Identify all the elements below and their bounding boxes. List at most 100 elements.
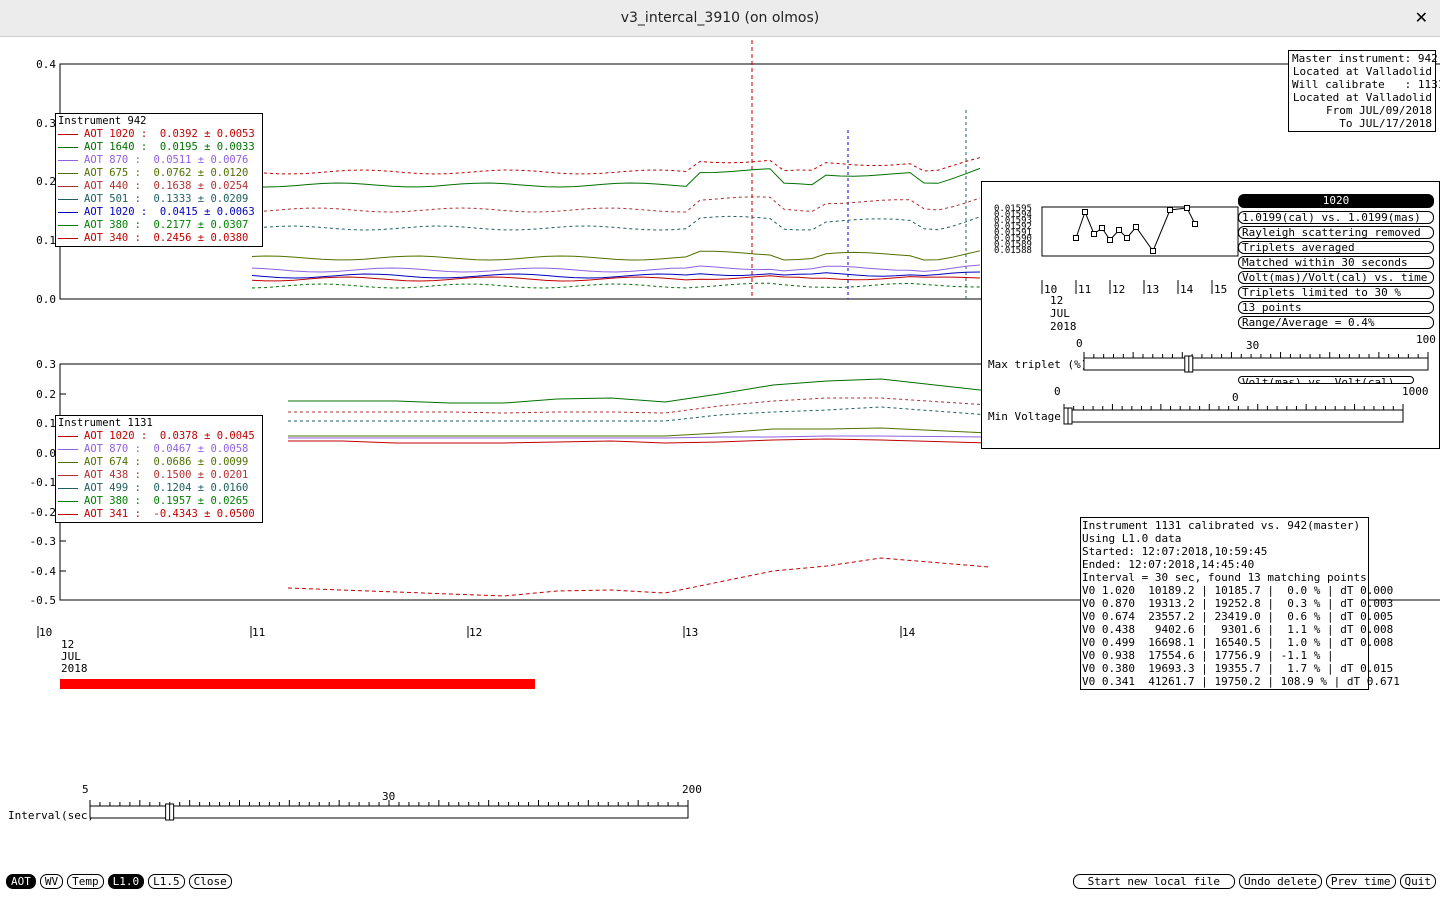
legend-row: AOT 1640 : 0.0195 ± 0.0033	[58, 141, 260, 154]
close-window-icon[interactable]: ✕	[1414, 8, 1428, 27]
legend-label: AOT 438 :	[84, 469, 154, 481]
min-voltage-slider[interactable]	[1062, 404, 1427, 426]
mini-point	[1150, 248, 1156, 254]
time-axis-year: 2018	[61, 662, 88, 675]
legend-value: 0.0762 ± 0.0120	[153, 167, 249, 179]
quit-button[interactable]: Quit	[1399, 874, 1436, 889]
legend-row: AOT 340 : 0.2456 ± 0.0380	[58, 232, 260, 245]
legend-swatch-icon	[58, 487, 78, 489]
mini-y-tick-label: 0.01591	[994, 228, 1032, 238]
master-instrument-box: Master instrument: 942 Located at Vallado…	[1288, 50, 1440, 132]
legend-swatch-icon	[58, 172, 78, 174]
time-tick-label: 10	[39, 626, 52, 639]
popup-option[interactable]: Volt(mas)/Volt(cal) vs. time	[1238, 271, 1434, 284]
mini-point	[1124, 235, 1130, 241]
calibration-info-line: Instrument 1131 calibrated vs. 942(maste…	[1082, 519, 1361, 532]
calibration-info-line: V0 0.499 16698.1 | 16540.5 | 1.0 % | dT …	[1082, 636, 1394, 649]
series-line	[251, 250, 981, 261]
master-info-line: Located at Valladolid	[1292, 65, 1432, 78]
triplet-slider-mid: 30	[1246, 339, 1260, 352]
calibration-popup: 0.01595 0.01594 0.01593 0.01592 0.01591 0.015…	[981, 181, 1440, 449]
y-tick-label: -0.4	[30, 565, 57, 578]
legend-swatch-icon	[58, 461, 78, 463]
wavelength-selector[interactable]: 1020	[1238, 194, 1434, 208]
legend-value: 0.1957 ± 0.0265	[153, 495, 249, 507]
popup-option[interactable]: Range/Average = 0.4%	[1238, 316, 1434, 329]
mini-month: JUL	[1050, 307, 1070, 320]
voltage-slider-min: 0	[1054, 385, 1061, 398]
calibration-info-line: V0 0.870 19313.2 | 19252.8 | 0.3 % | dT …	[1082, 597, 1394, 610]
popup-option[interactable]: Rayleigh scattering removed	[1238, 226, 1434, 239]
calibration-info-line: Started: 12:07:2018,10:59:45	[1082, 545, 1268, 558]
legend-swatch-icon	[58, 448, 78, 450]
button-aot[interactable]: AOT	[6, 874, 36, 889]
legend-row: AOT 870 : 0.0511 ± 0.0076	[58, 154, 260, 167]
legend-swatch-icon	[58, 185, 78, 187]
series-line	[251, 157, 981, 175]
popup-option[interactable]: Triplets averaged	[1238, 241, 1434, 254]
popup-option[interactable]: Matched within 30 seconds	[1238, 256, 1434, 269]
y-tick-label: 0.2	[36, 388, 56, 401]
legend-value: 0.0511 ± 0.0076	[153, 154, 249, 166]
action-buttons: Start new local file Undo delete Prev time…	[1072, 874, 1436, 889]
button-temp[interactable]: Temp	[67, 874, 104, 889]
max-triplet-slider[interactable]	[1082, 352, 1440, 374]
time-axis-svg: 10 11 12 13 14	[37, 626, 916, 639]
legend-value: 0.0686 ± 0.0099	[153, 456, 249, 468]
legend-title: Instrument 942	[58, 115, 147, 127]
button-l1-0[interactable]: L1.0	[107, 874, 145, 889]
legend-row: AOT 675 : 0.0762 ± 0.0120	[58, 167, 260, 180]
button-l1-5[interactable]: L1.5	[148, 874, 185, 889]
legend-row: AOT 870 : 0.0467 ± 0.0058	[58, 443, 260, 456]
y-tick-label: -0.5	[30, 594, 57, 607]
top-plot: 0.4 0.3 0.2 0.1 0.0	[0, 40, 1440, 310]
legend-value: 0.1333 ± 0.0209	[153, 193, 249, 205]
mini-point	[1091, 231, 1097, 237]
prev-time-button[interactable]: Prev time	[1325, 874, 1396, 889]
legend-row: AOT 674 : 0.0686 ± 0.0099	[58, 456, 260, 469]
master-info-line: Will calibrate : 1131	[1292, 78, 1440, 91]
popup-option[interactable]: Triplets limited to 30 %	[1238, 286, 1434, 299]
mini-point	[1099, 225, 1105, 231]
undo-delete-button[interactable]: Undo delete	[1239, 874, 1322, 889]
triplet-slider-min: 0	[1076, 337, 1083, 350]
interval-slider[interactable]	[88, 800, 694, 826]
time-axis: 10 11 12 13 14 12 JUL 2018	[0, 620, 1000, 680]
calibration-info-line: V0 0.341 41261.7 | 19750.2 | 108.9 % | d…	[1082, 675, 1400, 688]
button-close[interactable]: Close	[188, 874, 232, 889]
mini-y-tick-label: 0.01588	[994, 246, 1032, 256]
start-new-local-file-button[interactable]: Start new local file	[1072, 874, 1236, 889]
y-tick-label: 0.0	[36, 447, 56, 460]
y-tick-label: 0.0	[36, 293, 56, 306]
time-tick-label: 11	[252, 626, 265, 639]
calibration-info-line: V0 0.380 19693.3 | 19355.7 | 1.7 % | dT …	[1082, 662, 1394, 675]
data-level-buttons: AOT WV Temp L1.0 L1.5 Close	[6, 874, 232, 889]
series-line	[287, 557, 990, 597]
y-tick-label: 0.1	[36, 417, 56, 430]
y-tick-label: -0.2	[30, 506, 57, 519]
mini-point	[1073, 235, 1079, 241]
popup-option[interactable]: 13 points	[1238, 301, 1434, 314]
mini-x-tick-label: 12	[1112, 283, 1125, 296]
legend-row: AOT 1020 : 0.0378 ± 0.0045	[58, 430, 260, 443]
option-volt-mas-vs-volt-cal[interactable]: Volt(mas) vs. Volt(cal)	[1238, 376, 1414, 384]
button-wv[interactable]: WV	[39, 874, 64, 889]
legend-label: AOT 1020 :	[84, 430, 160, 442]
legend-value: 0.2456 ± 0.0380	[153, 232, 249, 244]
legend-swatch-icon	[58, 224, 78, 226]
legend-value: 0.1500 ± 0.0201	[153, 469, 249, 481]
mini-x-tick-label: 10	[1044, 283, 1057, 296]
time-tick-label: 13	[685, 626, 698, 639]
legend-instrument-1131: Instrument 1131 AOT 1020 : 0.0378 ± 0.00…	[55, 415, 263, 523]
mini-y-tick-label: 0.01594	[994, 210, 1032, 220]
calibration-info-line: V0 0.938 17554.6 | 17756.9 | -1.1 % |	[1082, 649, 1334, 662]
popup-option[interactable]: 1.0199(cal) vs. 1.0199(mas)	[1238, 211, 1434, 224]
legend-swatch-icon	[58, 133, 78, 135]
mini-x-tick-label: 14	[1180, 283, 1194, 296]
slider-track	[1083, 357, 1429, 371]
calibration-info-line: V0 0.438 9402.6 | 9301.6 | 1.1 % | dT 0.…	[1082, 623, 1394, 636]
legend-value: -0.4343 ± 0.0500	[153, 508, 255, 520]
series-line	[288, 378, 990, 404]
calibration-info-line: Using L1.0 data	[1082, 532, 1182, 545]
y-tick-label: 0.3	[36, 358, 56, 371]
